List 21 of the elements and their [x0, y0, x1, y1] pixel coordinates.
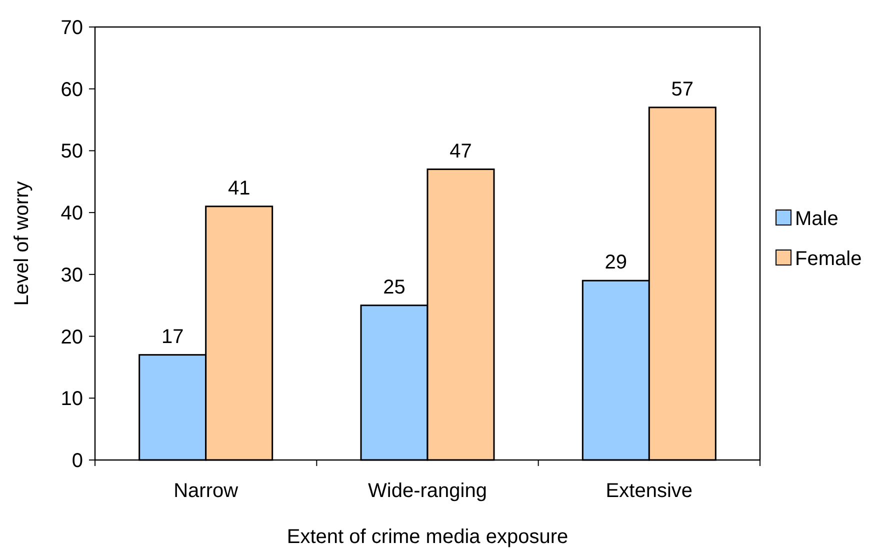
data-label: 17 — [161, 326, 184, 348]
legend-label: Female — [795, 248, 862, 270]
y-tick-label: 40 — [60, 202, 83, 225]
y-tick-label: 60 — [60, 78, 83, 101]
data-label: 25 — [383, 276, 406, 298]
y-tick-label: 20 — [60, 326, 83, 348]
x-tick-label: Extensive — [606, 480, 693, 502]
x-tick-label: Wide-ranging — [368, 480, 487, 502]
data-label: 29 — [604, 252, 628, 274]
y-axis-title: Level of worry — [11, 181, 33, 306]
data-label: 41 — [228, 177, 250, 200]
y-tick-label: 10 — [60, 388, 83, 410]
y-tick-label: 70 — [60, 17, 83, 39]
y-tick-label: 30 — [60, 264, 83, 286]
data-label: 57 — [671, 78, 694, 100]
data-label: 47 — [450, 140, 472, 162]
y-tick-label: 50 — [60, 140, 83, 163]
x-tick-label: Narrow — [174, 480, 239, 502]
x-axis-title: Extent of crime media exposure — [286, 526, 568, 548]
legend-label: Male — [795, 208, 838, 230]
y-tick-label: 0 — [72, 450, 83, 472]
